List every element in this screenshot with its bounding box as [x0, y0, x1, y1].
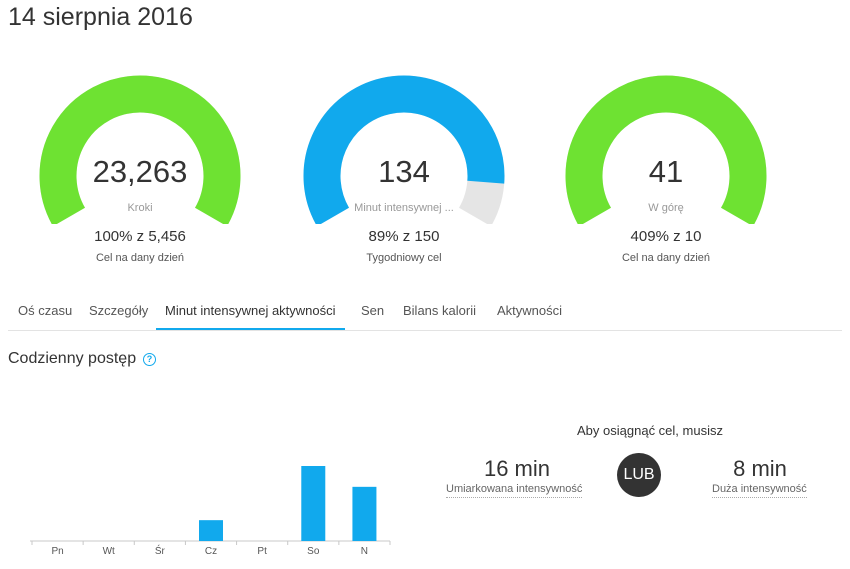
- gauge-steps[interactable]: 23,263 Kroki 100% z 5,456 Cel na dany dz…: [20, 74, 260, 274]
- tab-intensity-minutes[interactable]: Minut intensywnej aktywności: [156, 296, 345, 330]
- floors-goal-caption: Cel na dany dzień: [621, 252, 711, 264]
- chart-tick-label: Pn: [51, 546, 63, 557]
- steps-value: 23,263: [92, 154, 188, 189]
- intensity-minutes-label: Minut intensywnej ...: [354, 202, 454, 214]
- steps-goal-progress: 100% z 5,456: [94, 228, 186, 245]
- moderate-minutes-value: 16 min: [483, 456, 551, 481]
- steps-goal-caption: Cel na dany dzień: [95, 252, 185, 264]
- tab-details[interactable]: Szczegóły: [89, 303, 149, 318]
- floors-value: 41: [648, 154, 684, 189]
- intensity-gauge-arc: [303, 75, 505, 224]
- tab-calorie-balance[interactable]: Bilans kalorii: [403, 303, 476, 318]
- tab-bar: Oś czasu Szczegóły Minut intensywnej akt…: [8, 296, 842, 331]
- chart-tick-label: So: [307, 546, 320, 557]
- steps-gauge-fill: [39, 75, 241, 224]
- chart-tick-label: Pt: [257, 546, 267, 557]
- tab-timeline[interactable]: Oś czasu: [18, 303, 73, 318]
- chart-tick-label: N: [361, 546, 368, 557]
- page-title: 14 sierpnia 2016: [8, 3, 193, 31]
- daily-progress-chart: Pn Wt Śr Cz Pt So N: [30, 466, 391, 557]
- gauge-intensity-minutes[interactable]: 134 Minut intensywnej ... 89% z 150 Tygo…: [284, 74, 524, 274]
- gauge-floors[interactable]: 41 W górę 409% z 10 Cel na dany dzień: [546, 74, 786, 274]
- floors-goal-progress: 409% z 10: [630, 228, 702, 245]
- vigorous-intensity-label[interactable]: Duża intensywność: [712, 483, 807, 498]
- intensity-goal-progress: 89% z 150: [368, 228, 440, 245]
- tab-sleep[interactable]: Sen: [361, 303, 385, 318]
- chart-tick-label: Wt: [103, 546, 115, 557]
- tab-activities[interactable]: Aktywności: [497, 303, 563, 318]
- or-badge: LUB: [617, 453, 661, 497]
- chart-bar-So: [301, 466, 326, 541]
- steps-gauge-arc: [39, 75, 241, 224]
- floors-gauge-arc: [565, 75, 767, 224]
- chart-tick-label: Cz: [205, 546, 217, 557]
- floors-gauge-fill: [565, 75, 767, 224]
- moderate-intensity-label[interactable]: Umiarkowana intensywność: [446, 483, 583, 498]
- question-circle-icon[interactable]: ?: [143, 353, 156, 366]
- goal-title: Aby osiągnąć cel, musisz: [577, 423, 723, 438]
- daily-progress-title: Codzienny postęp: [8, 350, 137, 367]
- intensity-minutes-value: 134: [378, 154, 430, 189]
- floors-label: W górę: [648, 202, 684, 214]
- chart-bar-N: [352, 486, 377, 541]
- chart-bar-Cz: [199, 520, 223, 541]
- intensity-goal-caption: Tygodniowy cel: [366, 252, 442, 264]
- vigorous-minutes-value: 8 min: [733, 456, 787, 481]
- steps-label: Kroki: [127, 202, 153, 214]
- intensity-gauge-fill: [303, 75, 505, 224]
- chart-tick-label: Śr: [155, 544, 166, 557]
